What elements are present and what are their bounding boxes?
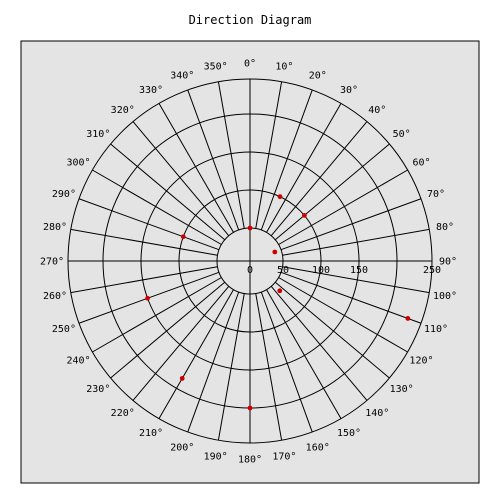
grid-spoke-290 [78, 198, 220, 251]
angle-label-180: 180° [238, 455, 262, 466]
grid-spoke-150 [266, 289, 342, 419]
angle-labels: 0° 10° 20° 30° 40° 50° 60° 70° 80° 90° 100° 110° 120… [40, 59, 457, 466]
grid-spoke-200 [187, 291, 240, 433]
grid-spoke-60 [278, 169, 408, 245]
angle-label-220: 220° [111, 408, 135, 419]
grid-spoke-50 [274, 143, 390, 241]
angle-label-200: 200° [170, 443, 194, 454]
angle-label-340: 340° [170, 70, 194, 81]
data-point-3 [272, 249, 278, 255]
angle-label-320: 320° [111, 105, 135, 116]
grid-spoke-220 [132, 285, 230, 401]
grid-spoke-30 [266, 103, 342, 233]
radial-tick-label-150: 150 [350, 265, 368, 276]
angle-label-160: 160° [306, 443, 330, 454]
angle-label-20: 20° [309, 70, 327, 81]
angle-label-280: 280° [43, 222, 67, 233]
grid-spoke-310 [110, 143, 226, 241]
angle-label-90: 90° [439, 257, 457, 268]
grid-spoke-300 [92, 169, 222, 245]
chart-title: Direction Diagram [189, 13, 312, 27]
angle-label-120: 120° [409, 356, 433, 367]
grid-spoke-140 [270, 285, 368, 401]
angle-label-260: 260° [43, 291, 67, 302]
grid-spoke-320 [132, 121, 230, 237]
angle-label-210: 210° [139, 428, 163, 439]
angle-label-240: 240° [66, 356, 90, 367]
angle-label-300: 300° [66, 158, 90, 169]
angle-label-100: 100° [433, 291, 457, 302]
radial-tick-label-100: 100 [312, 265, 330, 276]
angle-label-230: 230° [86, 384, 110, 395]
data-point-1 [277, 194, 283, 200]
angle-label-60: 60° [412, 158, 430, 169]
radial-tick-label-50: 50 [277, 265, 289, 276]
grid-spoke-70 [280, 198, 422, 251]
angle-label-130: 130° [390, 384, 414, 395]
angle-label-190: 190° [204, 451, 228, 462]
grid-spoke-40 [270, 121, 368, 237]
grid-spoke-210 [158, 289, 234, 419]
angle-label-170: 170° [272, 451, 296, 462]
angle-label-350: 350° [204, 62, 228, 73]
angle-label-310: 310° [86, 129, 110, 140]
angle-label-250: 250° [52, 324, 76, 335]
data-point-9 [180, 234, 186, 240]
angle-label-70: 70° [427, 189, 445, 200]
data-point-5 [277, 288, 283, 294]
data-point-6 [247, 405, 253, 411]
angle-label-40: 40° [368, 105, 386, 116]
grid-spoke-170 [255, 293, 283, 441]
grid-spoke-20 [260, 89, 313, 231]
grid-spoke-240 [92, 277, 222, 353]
grid-spoke-190 [217, 293, 245, 441]
angle-label-30: 30° [340, 85, 358, 96]
data-point-0 [247, 225, 253, 231]
grid-spoke-340 [187, 89, 240, 231]
radial-tick-label-0: 0 [247, 265, 253, 276]
angle-label-270: 270° [40, 257, 64, 268]
angle-label-290: 290° [52, 189, 76, 200]
radial-tick-labels: 0 50 100 150 250 [247, 265, 441, 276]
axes [68, 79, 432, 443]
grid-spoke-280 [70, 228, 218, 256]
angle-label-0: 0° [244, 59, 256, 70]
angle-label-140: 140° [365, 408, 389, 419]
grid-spoke-330 [158, 103, 234, 233]
grid-spoke-80 [282, 228, 430, 256]
angle-label-150: 150° [337, 428, 361, 439]
grid-spoke-100 [282, 266, 430, 294]
angle-label-10: 10° [275, 62, 293, 73]
grid-spoke-110 [280, 271, 422, 324]
grid-spoke-120 [278, 277, 408, 353]
data-point-8 [145, 295, 150, 301]
angle-label-50: 50° [393, 129, 411, 140]
grid-spoke-160 [260, 291, 313, 433]
data-point-4 [405, 316, 411, 321]
data-points [145, 194, 411, 411]
angle-label-330: 330° [139, 85, 163, 96]
angle-label-110: 110° [424, 324, 448, 335]
grid-spoke-130 [274, 281, 390, 379]
angle-label-80: 80° [436, 222, 454, 233]
grid-spoke-350 [217, 81, 245, 229]
grid-spoke-260 [70, 266, 218, 294]
radial-tick-label-250: 250 [423, 265, 441, 276]
grid-spoke-10 [255, 81, 283, 229]
data-point-7 [179, 376, 185, 381]
grid-spoke-230 [110, 281, 226, 379]
data-point-2 [301, 212, 307, 218]
